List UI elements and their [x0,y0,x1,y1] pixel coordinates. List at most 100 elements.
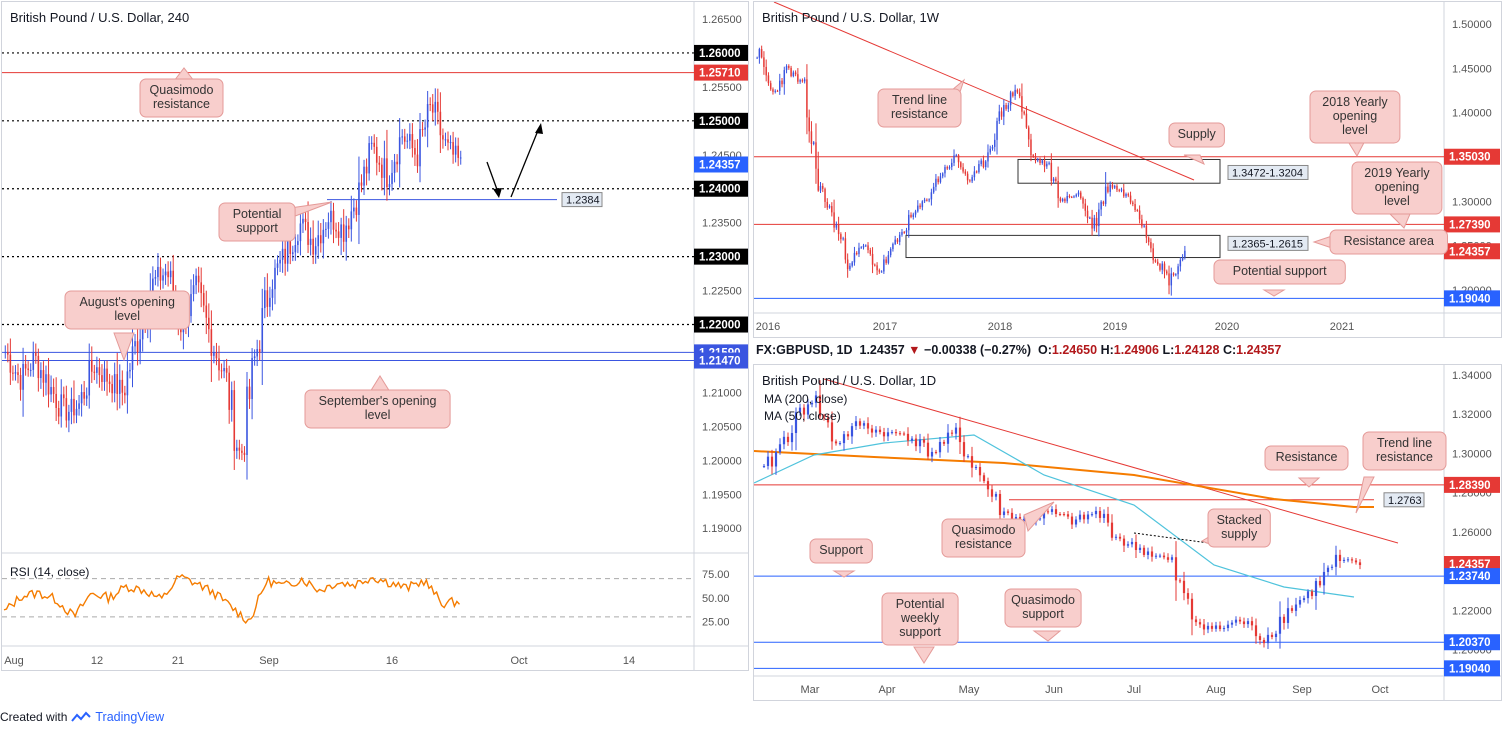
h4-candle [299,223,302,242]
d1-candle [1058,514,1062,516]
h4-candle [345,225,348,242]
h4-candle [256,349,258,357]
h4-callout-august-text: level [114,309,140,323]
w1-x-tick: 2018 [988,321,1012,333]
d1-candle [886,432,890,437]
w1-candle [1152,248,1154,261]
weekly-chart-panel[interactable]: 1.500001.450001.400001.350001.300001.250… [753,1,1502,338]
w1-callout-2018 [1309,90,1401,144]
w1-candle [1039,158,1041,163]
h4-candle [261,308,264,353]
w1-zone-label-box [1227,164,1309,180]
w1-callout-2019-text: opening [1375,180,1420,194]
d1-candle [1150,551,1154,557]
w1-candle [889,249,892,256]
d1-callout-quasimodo-support-text: support [1022,607,1064,621]
w1-zone-label: 1.3472-1.3204 [1232,167,1303,179]
d1-dotted-supply-line [1133,532,1210,544]
d1-candle [814,395,818,403]
d1-candle [1166,557,1170,560]
h4-price-tag [694,112,748,129]
h4-candle [347,225,350,230]
w1-candle [1098,209,1100,227]
d1-candle [922,439,926,443]
d1-candle [1126,544,1130,546]
w1-candle [833,212,835,228]
d1-candle [950,432,954,434]
daily-chart-svg[interactable]: 1.340001.320001.300001.280001.260001.240… [754,365,1502,701]
d1-candle [958,427,962,443]
h4-candle [307,222,309,245]
d1-y-tick: 1.26000 [1452,527,1492,539]
w1-candle [892,243,894,250]
w1-candle [797,74,799,82]
h4-candle [141,320,144,340]
h4-candle [431,104,434,113]
d1-candle [818,395,822,417]
w1-candle [1030,139,1032,156]
h4-chart-panel[interactable]: 1.265001.260001.255001.250001.245001.240… [1,1,749,671]
h4-x-tick: Aug [4,655,24,667]
d1-candle [1074,519,1078,525]
h4-callout-august-text: August's opening [79,295,175,309]
d1-candle [1306,591,1310,599]
h4-candle [152,278,154,295]
w1-candle [955,155,958,157]
h4-candle [88,359,91,396]
d1-callout-weekly-support [881,592,959,646]
h4-level-box [561,192,603,208]
h4-candle [391,172,393,185]
d1-candle [1230,622,1234,625]
d1-y-tick: 1.32000 [1452,409,1492,421]
d1-candle [1290,608,1294,611]
w1-candle [1172,273,1175,275]
daily-chart-panel[interactable]: 1.340001.320001.300001.280001.260001.240… [753,364,1502,701]
h4-candle [363,166,365,186]
w1-x-tick: 2020 [1215,321,1239,333]
d1-x-tick: Sep [1292,684,1312,696]
h4-candle [266,290,269,307]
w1-candle [994,139,996,147]
w1-candle [1150,242,1152,249]
d1-callout-trendline-pointer [1355,476,1375,514]
w1-candle [799,80,801,82]
h4-price-tag [694,64,748,81]
w1-candle [851,262,853,266]
d1-candle [1050,509,1054,512]
d1-candle [1182,580,1186,594]
footer-brand[interactable]: TradingView [95,710,165,724]
d1-candle [1154,555,1158,557]
w1-candle [1021,96,1023,112]
h4-candle [131,346,134,370]
h4-candle [421,129,424,131]
h4-candle [154,277,157,279]
w1-candle [951,162,953,168]
w1-candle [840,234,842,240]
h4-candle [4,351,7,353]
ticker-high: 1.24906 [1113,343,1159,357]
h4-chart-svg[interactable]: 1.265001.260001.255001.250001.245001.240… [2,2,749,671]
d1-price-tag [1444,634,1500,651]
d1-candle [1118,536,1122,539]
w1-candle [1179,260,1182,267]
w1-candle [1066,195,1068,202]
w1-candle [1070,196,1073,198]
d1-candle [1342,559,1346,561]
h4-price-tag [694,248,748,265]
w1-zone2-label-box [1227,235,1309,251]
h4-y-tick: 1.19500 [702,489,742,501]
h4-candle [228,372,230,410]
h4-candle [317,235,320,247]
w1-candle [1080,192,1082,199]
d1-candle [1226,624,1230,629]
h4-candle [98,367,101,376]
d1-callout-quasimodo-support-text: Quasimodo [1011,593,1075,607]
w1-candle [765,66,767,76]
d1-candle [1198,622,1202,625]
w1-candle [1175,274,1177,276]
w1-candle [935,178,937,187]
h4-candle [52,387,55,394]
weekly-chart-svg[interactable]: 1.500001.450001.400001.350001.300001.250… [754,2,1502,338]
d1-candle [982,475,986,482]
w1-candle [1102,201,1105,204]
